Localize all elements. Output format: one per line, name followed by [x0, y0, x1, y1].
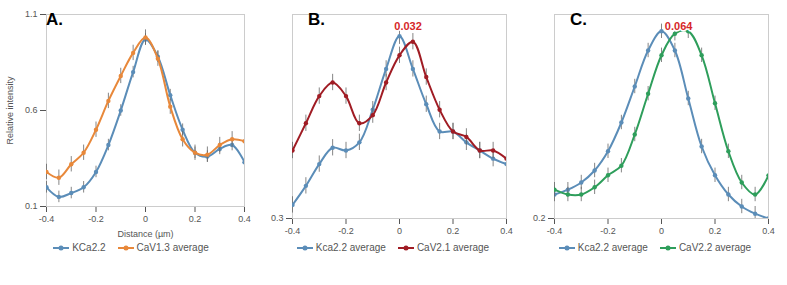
svg-text:-0.4: -0.4: [547, 226, 563, 236]
svg-text:-0.4: -0.4: [39, 214, 55, 224]
svg-text:0: 0: [659, 226, 664, 236]
html-text:C.: C.: [570, 10, 587, 29]
svg-text:0.3: 0.3: [271, 213, 284, 223]
html-text:Kca2.2 average: Kca2.2 average: [315, 242, 386, 253]
svg-text:-0.4: -0.4: [285, 226, 301, 236]
svg-text:0.2: 0.2: [709, 226, 722, 236]
svg-text:0: 0: [397, 226, 402, 236]
html-text:B.: B.: [308, 10, 325, 29]
html-text:KCa2.2: KCa2.2: [72, 242, 106, 253]
svg-text:0.6: 0.6: [25, 105, 38, 115]
html-text:Kca2.2 average: Kca2.2 average: [577, 242, 648, 253]
svg-text:0.1: 0.1: [25, 201, 38, 211]
html-text:CaV2.2 average: CaV2.2 average: [678, 242, 752, 253]
html-text:CaV1.3 average: CaV1.3 average: [136, 242, 209, 253]
svg-text:0.4: 0.4: [762, 226, 775, 236]
svg-text:Distance (µm): Distance (µm): [117, 229, 173, 239]
svg-text:0.4: 0.4: [500, 226, 513, 236]
svg-text:0.032: 0.032: [394, 20, 422, 32]
html-text:CaV2.1 average: CaV2.1 average: [416, 242, 490, 253]
svg-text:1.1: 1.1: [25, 9, 38, 19]
svg-text:-0.2: -0.2: [600, 226, 616, 236]
svg-text:0.2: 0.2: [189, 214, 202, 224]
svg-text:Relative intensity: Relative intensity: [5, 76, 15, 145]
html-text:A.: A.: [46, 10, 63, 29]
svg-text:0.2: 0.2: [533, 213, 546, 223]
svg-text:0: 0: [143, 214, 148, 224]
svg-text:0.2: 0.2: [447, 226, 460, 236]
svg-text:0.4: 0.4: [238, 214, 251, 224]
svg-text:-0.2: -0.2: [88, 214, 104, 224]
svg-text:-0.2: -0.2: [338, 226, 354, 236]
svg-text:0.064: 0.064: [665, 20, 693, 32]
